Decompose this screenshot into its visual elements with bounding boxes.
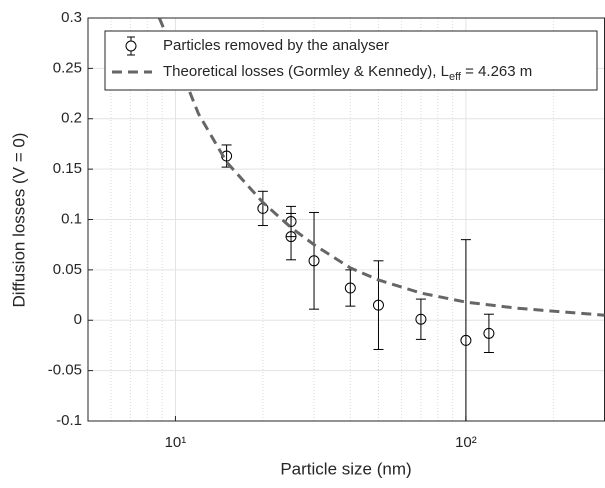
y-tick-label: 0 [74,311,82,328]
y-tick-label: 0.1 [61,210,82,227]
legend-suffix: = 4.263 m [461,63,532,80]
x-tick-label: 10² [455,434,477,451]
y-tick-label: -0.1 [56,412,82,429]
plot-area [157,18,605,421]
legend-text: Particles removed by the analyser [163,37,389,54]
legend-marker [125,40,137,52]
y-tick-label: 0.15 [53,160,82,177]
data-point [415,313,427,325]
data-point [308,255,320,267]
y-axis-label: Diffusion losses (V = 0) [9,133,28,308]
legend-text: Theoretical losses (Gormley & Kennedy), … [163,63,449,80]
y-tick-label: 0.25 [53,59,82,76]
data-point [285,231,297,243]
x-tick-label: 10¹ [165,434,187,451]
data-point [460,334,472,346]
legend-subscript: eff [449,71,462,83]
x-axis-label: Particle size (nm) [280,459,411,478]
legend-box [104,30,598,91]
theory-curve [157,18,605,317]
y-tick-label: 0.2 [61,110,82,127]
y-tick-label: 0.05 [53,261,82,278]
y-tick-label: -0.05 [48,362,82,379]
y-tick-label: 0.3 [61,9,82,26]
legend-label: Theoretical losses (Gormley & Kennedy), … [163,63,532,83]
data-point [483,327,495,339]
data-point [344,282,356,294]
legend-label: Particles removed by the analyser [163,37,389,54]
data-point [372,299,384,311]
